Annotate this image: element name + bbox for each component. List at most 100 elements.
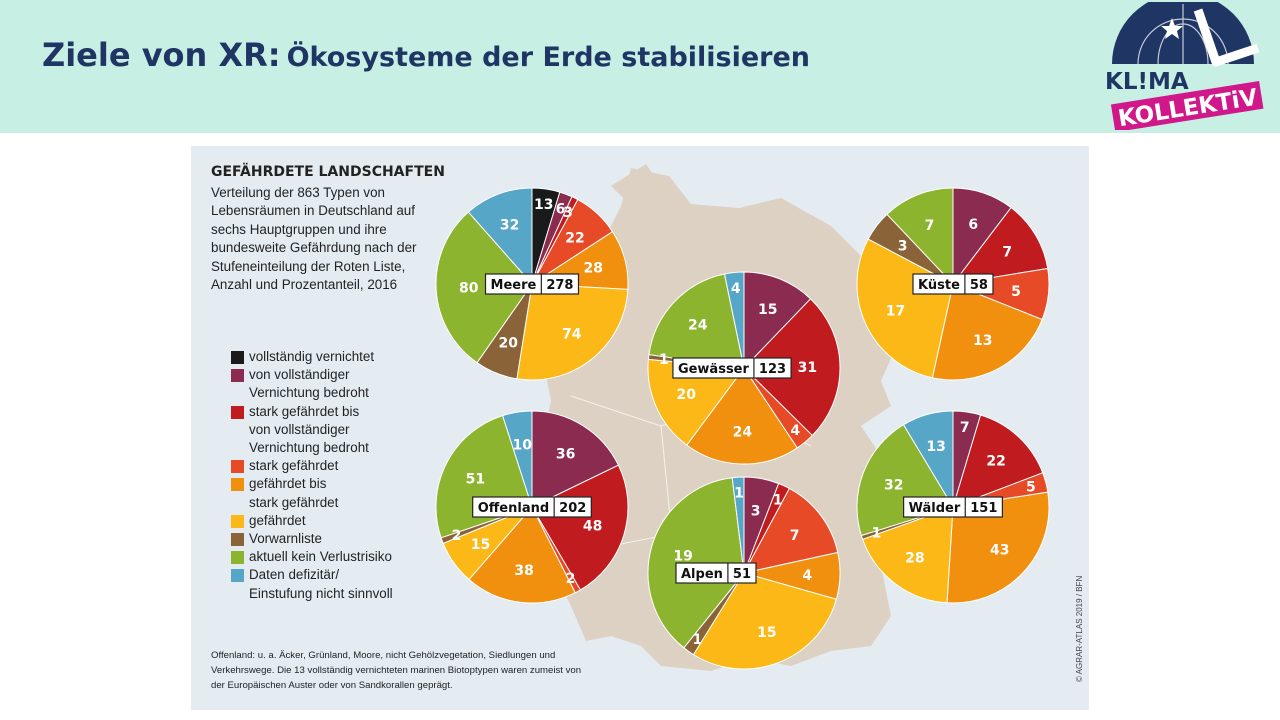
pie-slice: [951, 206, 1049, 285]
pie-slice: [435, 211, 533, 364]
slice-value-label: 13: [926, 439, 945, 455]
slice-value-label: 4: [802, 568, 812, 584]
slide-header: Ziele von XR: Ökosysteme der Erde stabili…: [0, 0, 1280, 133]
slice-value-label: 22: [986, 454, 1005, 470]
slice-value-label: 3: [751, 504, 761, 520]
pie-name: Küste: [918, 278, 960, 293]
legend-item: vollständig vernichtet: [231, 348, 431, 366]
pie-slice: [861, 506, 954, 604]
slide-title-rest: Ökosysteme der Erde stabilisieren: [286, 42, 811, 73]
pie-slice: [468, 506, 576, 604]
pie-name: Offenland: [478, 501, 549, 516]
pie-slice: [501, 410, 533, 508]
legend-swatch: [231, 514, 244, 528]
slice-value-label: 1: [773, 493, 783, 509]
pie-label-box: [672, 357, 792, 379]
legend-swatch: [231, 405, 244, 419]
pie-total: 151: [970, 501, 997, 516]
slice-value-label: 5: [1011, 284, 1021, 300]
legend-swatch: [231, 460, 244, 474]
pie-total: 202: [559, 501, 586, 516]
pie-center-label: Küste 58: [912, 273, 994, 295]
pie-slice: [731, 476, 745, 574]
logo-line1: KL!MA: [1105, 69, 1189, 95]
pie-total: 123: [759, 362, 786, 377]
legend-label: von vollständiger: [249, 421, 350, 437]
slice-value-label: 24: [733, 424, 753, 440]
pie-name: Gewässer: [678, 362, 750, 377]
slice-value-label: 13: [973, 333, 992, 349]
slice-value-label: 24: [688, 318, 708, 334]
pie-slice: [743, 487, 839, 574]
pie-slice: [886, 187, 954, 286]
pie-center-label: Gewässer 123: [672, 357, 792, 379]
pie-slice: [743, 271, 812, 370]
chart-footnote: Offenland: u. a. Äcker, Grünland, Moore,…: [211, 650, 582, 691]
klima-kollektiv-logo: KL!MA KOLLEKTiV: [1102, 2, 1264, 130]
pie-center-label: Meere 278: [484, 273, 580, 295]
slice-value-label: 3: [563, 205, 573, 221]
legend-label: stark gefährdet: [249, 494, 339, 510]
pie-slice: [902, 410, 954, 509]
pie-küste: 6 7 5 13 17 3 7 Küste 58: [856, 187, 1050, 381]
chart-title: GEFÄHRDETE LANDSCHAFTEN: [211, 164, 445, 180]
pie-gewässer: 15 31 4 24 20 1 24 4 Gewässer 123: [647, 271, 841, 465]
pie-slice: [743, 298, 841, 437]
slice-value-label: 13: [534, 197, 553, 213]
legend-label: stark gefährdet: [249, 458, 339, 474]
pie-label-box: [472, 496, 592, 518]
slice-value-label: 4: [790, 423, 800, 439]
slice-value-label: 32: [500, 218, 519, 234]
slice-value-label: 17: [886, 304, 905, 320]
legend-item: Vorwarnliste: [231, 530, 431, 548]
slice-value-label: 38: [514, 563, 533, 579]
legend-swatch: [231, 369, 244, 383]
chart-legend: vollständig vernichtet von vollständiger V…: [231, 348, 431, 603]
infographic-panel: GEFÄHRDETE LANDSCHAFTEN Verteilung der 8…: [191, 146, 1089, 710]
slice-value-label: 22: [565, 231, 584, 247]
slice-value-label: 6: [556, 202, 566, 218]
slice-value-label: 15: [757, 625, 776, 641]
pie-center-label: Wälder 151: [903, 496, 1003, 518]
slice-value-label: 4: [731, 281, 741, 297]
pie-wälder: 7 22 5 43 28 1 32 13 Wälder 151: [856, 410, 1050, 604]
slice-value-label: 28: [905, 551, 924, 567]
slice-value-label: 2: [452, 528, 462, 544]
pie-meere: 13 63 22 28 74 20 80 32 Meere 278: [435, 187, 629, 381]
legend-item: Daten defizitär/Einstufung nicht sinnvol…: [231, 566, 431, 602]
slice-value-label: 7: [960, 420, 970, 436]
pie-slice: [516, 283, 629, 381]
legend-item: stark gefährdet: [231, 457, 431, 475]
pie-slice: [531, 410, 620, 508]
legend-label: Vernichtung bedroht: [249, 385, 369, 401]
slice-value-label: 28: [583, 261, 602, 277]
legend-swatch: [231, 533, 244, 547]
pie-slice: [648, 273, 745, 369]
pie-total: 58: [970, 278, 988, 293]
slice-value-label: 7: [1002, 244, 1012, 260]
pie-offenland: 36 48 2 38 15 2 51 10 Offenland 202: [435, 410, 629, 604]
pie-slice: [531, 464, 629, 591]
slice-value-label: 51: [466, 472, 485, 488]
slice-value-label: 20: [499, 336, 519, 352]
legend-item: von vollständiger Vernichtung bedroht: [231, 366, 431, 402]
slice-value-label: 1: [872, 526, 882, 542]
slice-value-label: 7: [925, 218, 935, 234]
legend-label: aktuell kein Verlustrisiko: [249, 549, 392, 565]
legend-label: Vorwarnliste: [249, 531, 322, 547]
slide-title: Ziele von XR: Ökosysteme der Erde stabili…: [42, 36, 810, 74]
pie-label-box: [912, 273, 994, 295]
slice-value-label: 43: [990, 543, 1009, 559]
pie-slice: [467, 187, 533, 286]
slice-value-label: 6: [968, 217, 978, 233]
pie-slice: [952, 414, 1044, 508]
slice-value-label: 15: [758, 302, 777, 318]
pie-center-label: Offenland 202: [472, 496, 592, 518]
chart-subtitle: Verteilung der 863 Typen von Lebensräume…: [211, 185, 417, 293]
legend-item: gefährdet: [231, 512, 431, 530]
slice-value-label: 1: [734, 486, 744, 502]
legend-label: stark gefährdet bis: [249, 403, 360, 419]
pie-slice: [686, 367, 798, 465]
